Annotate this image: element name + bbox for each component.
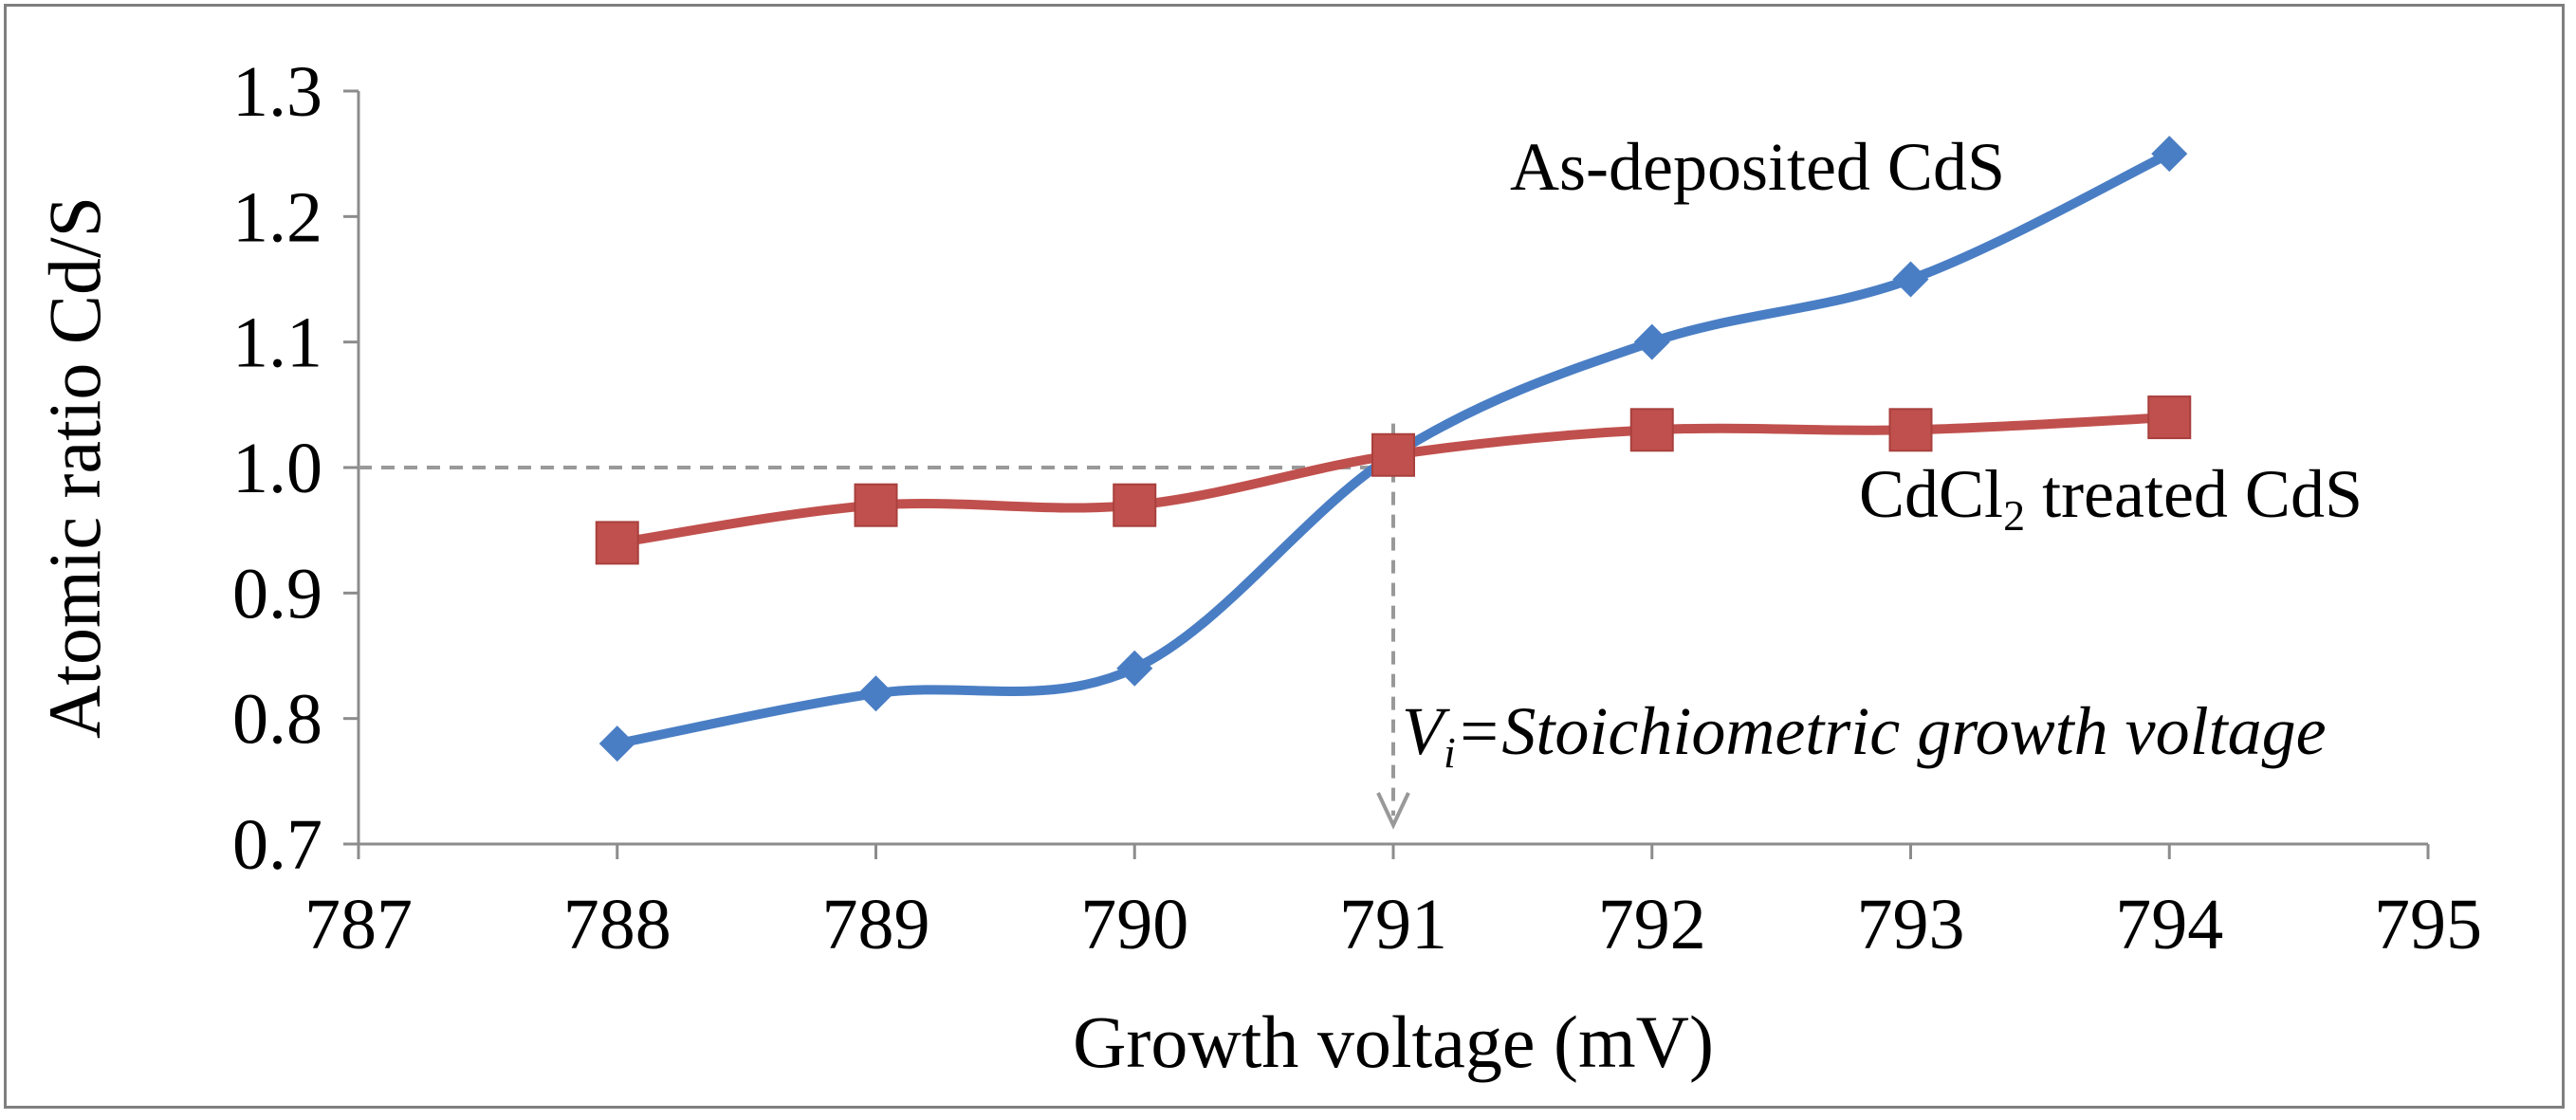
y-tick-label: 1.2	[232, 177, 322, 257]
reference-lines	[359, 423, 1410, 830]
data-point	[1629, 408, 1674, 452]
x-tick-label: 787	[304, 885, 413, 964]
x-tick-label: 791	[1339, 885, 1447, 964]
y-tick-label: 0.9	[232, 554, 322, 633]
data-point	[1371, 432, 1415, 477]
data-point	[1892, 261, 1929, 298]
y-tick-label: 0.7	[232, 805, 322, 885]
arrowhead	[1376, 792, 1410, 830]
series-cdcl2-treated	[595, 395, 2192, 565]
data-point	[1633, 323, 1670, 360]
data-point	[2147, 395, 2192, 440]
y-tick-label: 1.1	[232, 303, 322, 383]
series-group	[595, 136, 2192, 762]
y-tick-label: 0.8	[232, 680, 322, 760]
x-tick-label: 795	[2374, 885, 2482, 964]
data-point	[1888, 408, 1933, 452]
x-tick-label: 789	[822, 885, 930, 964]
as-deposited-label: As-deposited CdS	[1510, 129, 2005, 205]
data-point	[854, 483, 898, 527]
annotations: Atomic ratio Cd/S Growth voltage (mV) As…	[33, 129, 2363, 1083]
x-axis-title: Growth voltage (mV)	[1073, 1001, 1714, 1083]
data-point	[1113, 483, 1157, 527]
y-axis-title: Atomic ratio Cd/S	[33, 196, 116, 739]
axes: 0.7 0.8 0.9 1.0 1.1 1.2 1.3 787 788 789 790 791 792 7…	[232, 52, 2482, 964]
x-tick-label: 793	[1857, 885, 1965, 964]
data-point	[2151, 136, 2188, 173]
data-point	[598, 725, 635, 762]
x-tick-label: 794	[2115, 885, 2223, 964]
stoichiometric-voltage-label: Vi=Stoichiometric growth voltage	[1402, 693, 2327, 777]
chart-frame	[4, 4, 2565, 1109]
y-tick-label: 1.3	[232, 52, 322, 132]
data-point	[857, 675, 894, 712]
data-point	[1116, 650, 1153, 687]
data-point	[595, 521, 639, 565]
x-tick-label: 788	[563, 885, 672, 964]
x-tick-label: 792	[1598, 885, 1706, 964]
cdcl2-treated-label: CdCl2 treated CdS	[1859, 456, 2363, 540]
x-tick-label: 790	[1080, 885, 1188, 964]
y-tick-label: 1.0	[232, 429, 322, 508]
